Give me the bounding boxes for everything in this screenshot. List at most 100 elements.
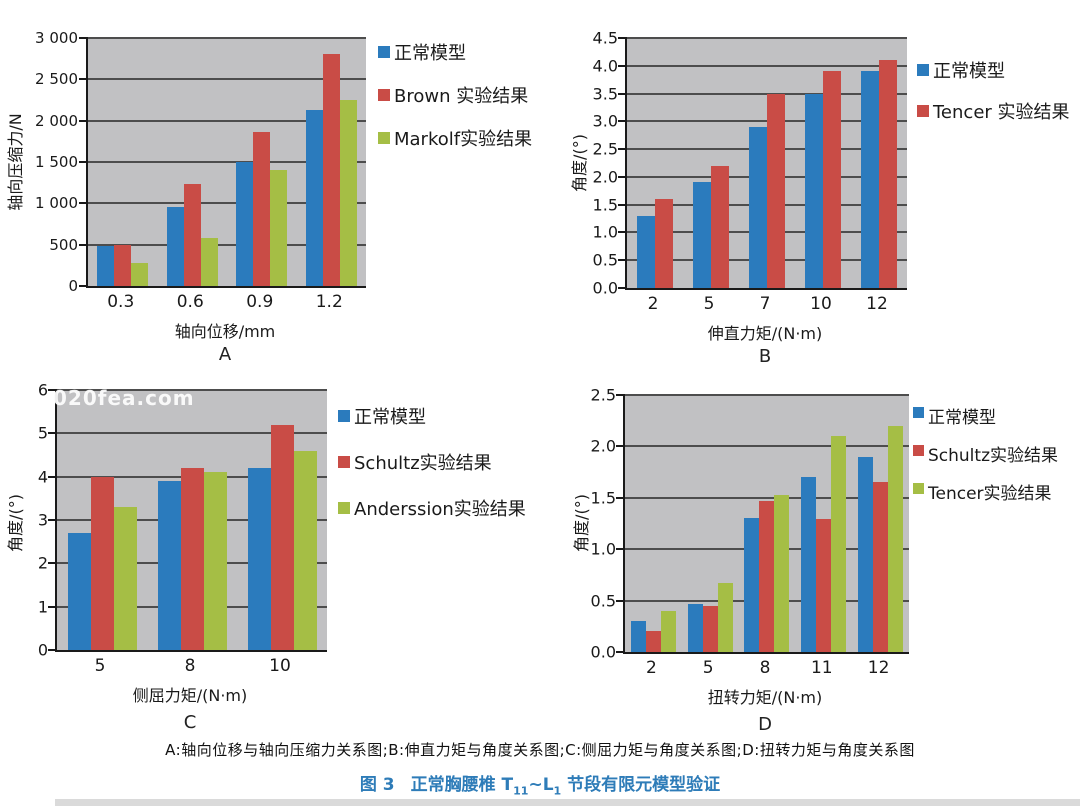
x-tick-label: 0.3: [107, 292, 135, 312]
gridline: [625, 445, 909, 448]
bar-group: [297, 38, 367, 286]
y-tick-mark: [48, 562, 57, 565]
gridline: [88, 78, 366, 81]
x-axis-title: 轴向位移/mm: [174, 322, 276, 341]
x-tick-label: 11: [810, 658, 833, 678]
figure-number: 图 3: [359, 775, 395, 795]
legend-item: Markolf实验结果: [378, 125, 532, 151]
gridline: [627, 64, 907, 67]
bar-groups: [627, 38, 907, 288]
bar-Schultz实验结果: [645, 631, 661, 652]
x-tick-label: 10: [269, 656, 291, 676]
y-tick-label: 4.0: [592, 56, 618, 76]
legend-item: Tencer 实验结果: [917, 98, 1070, 124]
y-tick-mark: [79, 285, 88, 287]
bar-正常模型: [67, 533, 91, 650]
bar-Anderssion实验结果: [203, 472, 227, 650]
bar-正常模型: [744, 518, 760, 652]
legend-swatch: [338, 502, 350, 514]
bar-正常模型: [749, 126, 767, 288]
y-tick-label: 2.0: [592, 167, 618, 187]
y-tick-label: 2.5: [590, 385, 616, 405]
y-tick-label: 2.5: [592, 139, 618, 159]
y-tick-label: 2: [37, 553, 48, 573]
y-axis-ticks: 2.5 2.0 1.5 1.0 0.5 0.0: [576, 386, 616, 662]
x-tick-label: 8: [759, 658, 771, 678]
y-tick-mark: [618, 203, 627, 206]
legend-swatch: [338, 410, 350, 422]
x-tick-label: 10: [810, 294, 832, 314]
y-tick-label: 6: [37, 380, 48, 400]
legend-item: Tencer实验结果: [913, 479, 1058, 504]
bar-groups: [57, 390, 327, 650]
y-tick-mark: [79, 119, 88, 122]
x-axis-ticks: 0.3 0.6 0.9 1.2: [86, 292, 364, 312]
y-tick-mark: [79, 161, 88, 163]
plot-area: [616, 394, 909, 654]
y-tick-mark: [48, 389, 57, 391]
y-tick-label: 0: [37, 640, 48, 660]
bar-Schultz实验结果: [702, 605, 718, 652]
bar-group: [237, 390, 327, 650]
legend: 正常模型 Schultz实验结果 Tencer实验结果: [913, 403, 1058, 504]
x-tick-label: 5: [94, 656, 106, 676]
x-tick-label: 0.6: [176, 292, 204, 312]
bar-group: [739, 38, 795, 288]
plot-area: [79, 37, 367, 288]
y-tick-mark: [616, 548, 625, 551]
y-tick-label: 0.0: [590, 642, 616, 662]
bar-Tencer 实验结果: [767, 93, 785, 288]
bar-Tencer 实验结果: [655, 199, 673, 288]
panel-letter: A: [218, 344, 232, 365]
bar-Tencer 实验结果: [879, 60, 897, 288]
bar-Tencer实验结果: [888, 425, 904, 652]
y-tick-label: 1 000: [35, 194, 78, 213]
y-tick-label: 3.5: [592, 84, 618, 104]
y-tick-label: 2 500: [35, 70, 78, 89]
bar-正常模型: [236, 162, 254, 286]
y-axis-ticks: 6 5 4 3 2 1 0: [18, 381, 48, 660]
bar-正常模型: [157, 481, 181, 650]
y-tick-label: 1 500: [35, 153, 78, 171]
y-tick-mark: [79, 243, 88, 246]
y-tick-mark: [48, 475, 57, 478]
bar-正常模型: [637, 215, 655, 288]
y-tick-mark: [79, 202, 88, 205]
bar-正常模型: [805, 93, 823, 288]
legend: 正常模型 Brown 实验结果 Markolf实验结果: [378, 39, 532, 151]
bar-Tencer实验结果: [717, 583, 733, 652]
bar-正常模型: [630, 621, 646, 652]
bar-Brown 实验结果: [114, 244, 132, 286]
legend: 正常模型 Tencer 实验结果: [917, 57, 1070, 124]
legend-item: 正常模型: [338, 403, 526, 429]
bar-Brown 实验结果: [322, 53, 340, 286]
bar-Tencer 实验结果: [823, 71, 841, 288]
gridline: [625, 394, 909, 396]
panel-letter: C: [183, 712, 197, 733]
y-tick-mark: [616, 496, 625, 499]
gridline: [625, 496, 909, 499]
bar-Anderssion实验结果: [113, 507, 137, 650]
bar-Markolf实验结果: [270, 170, 288, 286]
y-tick-label: 1: [37, 597, 48, 617]
legend-swatch: [378, 132, 390, 144]
y-tick-mark: [616, 445, 625, 448]
panel-letter: D: [758, 714, 772, 735]
x-tick-label: 12: [867, 658, 890, 678]
bar-group: [147, 390, 237, 650]
x-axis-ticks: 2 5 8 11 12: [623, 658, 907, 678]
x-axis-ticks: 2 5 7 10 12: [625, 294, 905, 314]
x-tick-label: 2: [647, 294, 659, 314]
legend-label: Schultz实验结果: [354, 453, 492, 474]
legend: 正常模型 Schultz实验结果 Anderssion实验结果: [338, 403, 526, 521]
gridline: [88, 243, 366, 246]
bar-Tencer 实验结果: [711, 165, 729, 288]
bar-正常模型: [693, 182, 711, 288]
y-tick-mark: [618, 259, 627, 262]
y-tick-label: 0: [68, 277, 78, 295]
plot-area: 020fea.com: [48, 386, 327, 652]
legend-label: Tencer实验结果: [928, 484, 1052, 504]
chart-axial-compression: 轴向压缩力/N 3 000 2 500 2 000 1 500 1 000 500 0 0.…: [0, 0, 540, 375]
y-tick-label: 5: [37, 423, 48, 443]
legend-swatch: [917, 64, 929, 76]
